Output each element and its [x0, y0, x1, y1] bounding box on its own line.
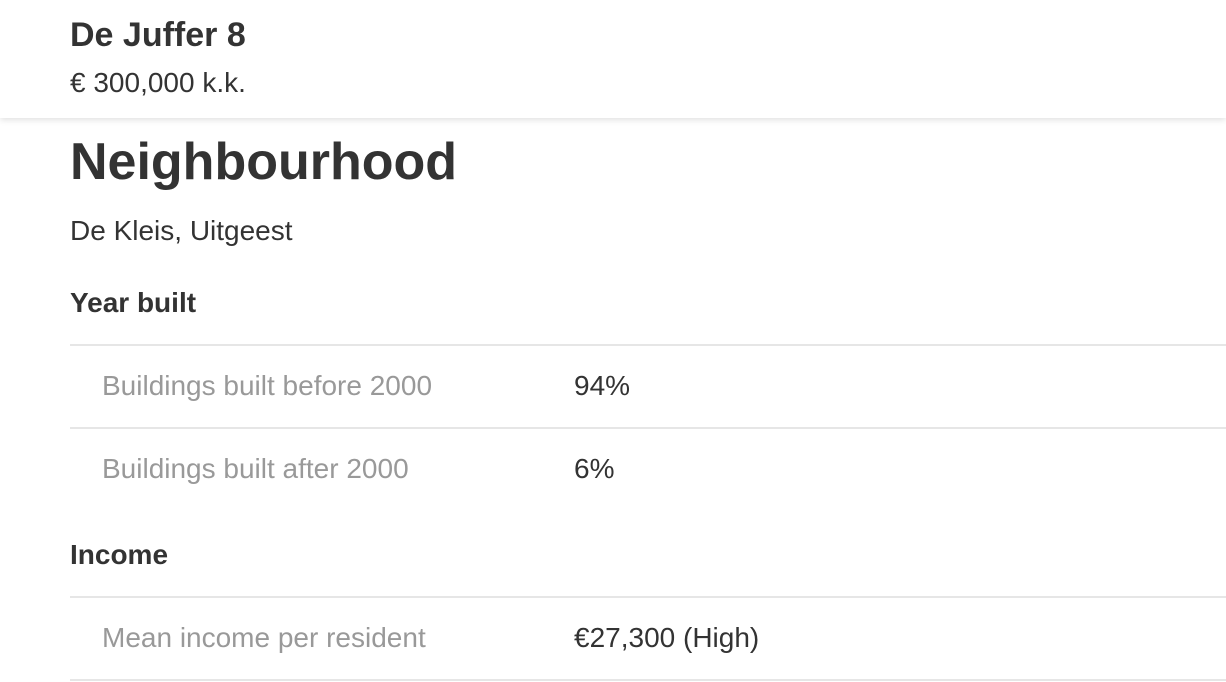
- neighbourhood-section: Neighbourhood De Kleis, Uitgeest Year bu…: [0, 118, 1226, 682]
- table-row: Buildings built after 2000 6%: [70, 427, 1226, 510]
- table-row: Mean income per resident €27,300 (High): [70, 596, 1226, 681]
- listing-price: € 300,000 k.k.: [70, 67, 246, 98]
- year-built-heading: Year built: [70, 287, 197, 318]
- row-label: Buildings built before 2000: [102, 370, 433, 401]
- listing-title: De Juffer 8: [70, 16, 246, 54]
- income-heading: Income: [70, 539, 169, 570]
- row-value: 94%: [574, 370, 631, 401]
- table-row: Buildings built before 2000 94%: [70, 344, 1226, 427]
- section-heading: Neighbourhood: [70, 133, 458, 191]
- neighbourhood-location: De Kleis, Uitgeest: [70, 215, 293, 246]
- row-label: Buildings built after 2000: [102, 453, 409, 484]
- year-built-table: Buildings built before 2000 94% Building…: [70, 344, 1226, 510]
- row-value: €27,300 (High): [574, 622, 760, 653]
- row-value: 6%: [574, 453, 615, 484]
- sticky-listing-header: De Juffer 8 € 300,000 k.k.: [0, 0, 1226, 118]
- row-label: Mean income per resident: [102, 622, 426, 653]
- income-table: Mean income per resident €27,300 (High): [70, 596, 1226, 681]
